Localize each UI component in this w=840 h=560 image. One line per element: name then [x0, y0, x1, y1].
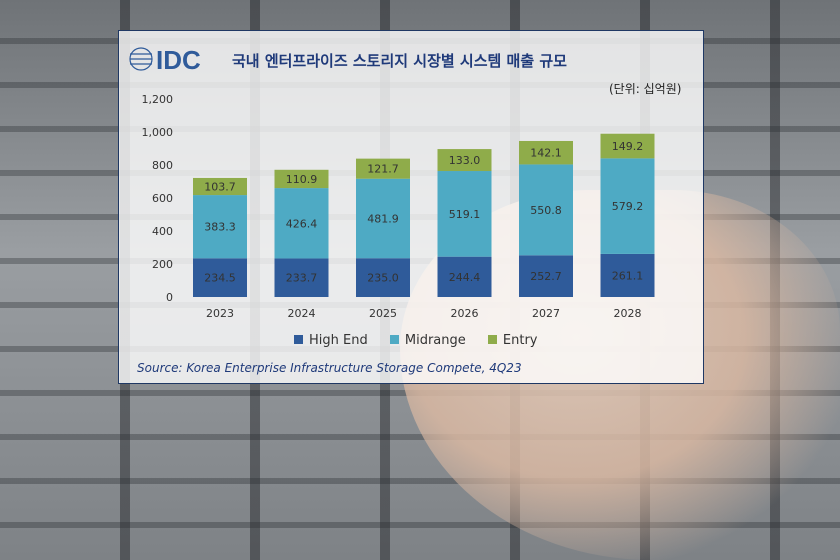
data-label-high-end: 235.0 — [367, 272, 399, 285]
bar-midrange — [519, 164, 573, 256]
y-tick-label: 1,200 — [142, 93, 174, 106]
legend-label-high-end: High End — [309, 333, 368, 348]
data-label-high-end: 234.5 — [204, 272, 236, 285]
data-label-entry: 142.1 — [530, 147, 562, 160]
legend: High End Midrange Entry — [294, 333, 555, 348]
y-tick-label: 1,000 — [142, 126, 174, 139]
bar-high-end — [519, 255, 573, 297]
bar-entry — [519, 140, 573, 165]
bar-midrange — [356, 178, 410, 259]
bar-midrange — [274, 188, 329, 259]
bar-entry — [193, 177, 247, 196]
legend-item-entry: Entry — [487, 333, 538, 348]
chart-title: 국내 엔터프라이즈 스토리지 시장별 시스템 매출 규모 — [232, 52, 567, 70]
data-label-midrange: 426.4 — [286, 217, 318, 230]
x-tick-label: 2023 — [206, 307, 234, 320]
bar-midrange — [600, 158, 655, 254]
bar-entry — [356, 158, 410, 179]
data-label-entry: 110.9 — [286, 173, 318, 186]
data-label-midrange: 481.9 — [367, 212, 399, 225]
bar-entry — [600, 133, 655, 159]
data-label-high-end: 233.7 — [286, 272, 318, 285]
x-tick-label: 2028 — [614, 307, 642, 320]
y-tick-label: 800 — [152, 159, 173, 172]
x-tick-label: 2026 — [451, 307, 479, 320]
data-label-entry: 121.7 — [367, 163, 399, 176]
legend-label-entry: Entry — [502, 333, 538, 348]
bar-high-end — [193, 258, 247, 297]
x-tick-label: 2027 — [532, 307, 560, 320]
data-label-entry: 133.0 — [449, 154, 481, 167]
legend-item-midrange: Midrange — [389, 333, 466, 348]
data-label-midrange: 519.1 — [449, 208, 481, 221]
bar-midrange — [437, 171, 492, 257]
y-tick-label: 600 — [152, 192, 173, 205]
legend-item-high-end: High End — [294, 333, 368, 348]
y-tick-label: 400 — [152, 225, 173, 238]
x-tick-label: 2024 — [288, 307, 316, 320]
bar-high-end — [356, 258, 410, 297]
y-tick-label: 200 — [152, 258, 173, 271]
data-label-high-end: 261.1 — [612, 269, 644, 282]
data-label-midrange: 383.3 — [204, 221, 236, 234]
legend-label-midrange: Midrange — [404, 333, 466, 348]
legend-swatch-midrange — [389, 335, 399, 344]
source-note: Source: Korea Enterprise Infrastructure … — [137, 361, 522, 375]
bar-midrange — [193, 195, 247, 259]
data-label-high-end: 252.7 — [530, 270, 562, 283]
data-label-entry: 149.2 — [612, 140, 644, 153]
bar-high-end — [274, 258, 329, 297]
legend-swatch-entry — [487, 335, 497, 344]
data-label-high-end: 244.4 — [449, 271, 481, 284]
bar-high-end — [600, 253, 655, 297]
unit-label: (단위: 십억원) — [609, 82, 682, 96]
logo-text: IDC — [156, 45, 201, 74]
x-tick-label: 2025 — [369, 307, 397, 320]
y-tick-label: 0 — [166, 291, 173, 304]
bar-entry — [437, 149, 492, 172]
bar-entry — [274, 169, 329, 189]
bar-high-end — [437, 256, 492, 297]
data-label-midrange: 579.2 — [612, 200, 644, 213]
idc-logo: IDC — [129, 45, 201, 74]
data-label-midrange: 550.8 — [530, 204, 562, 217]
legend-swatch-high-end — [294, 335, 303, 344]
data-label-entry: 103.7 — [204, 181, 236, 194]
